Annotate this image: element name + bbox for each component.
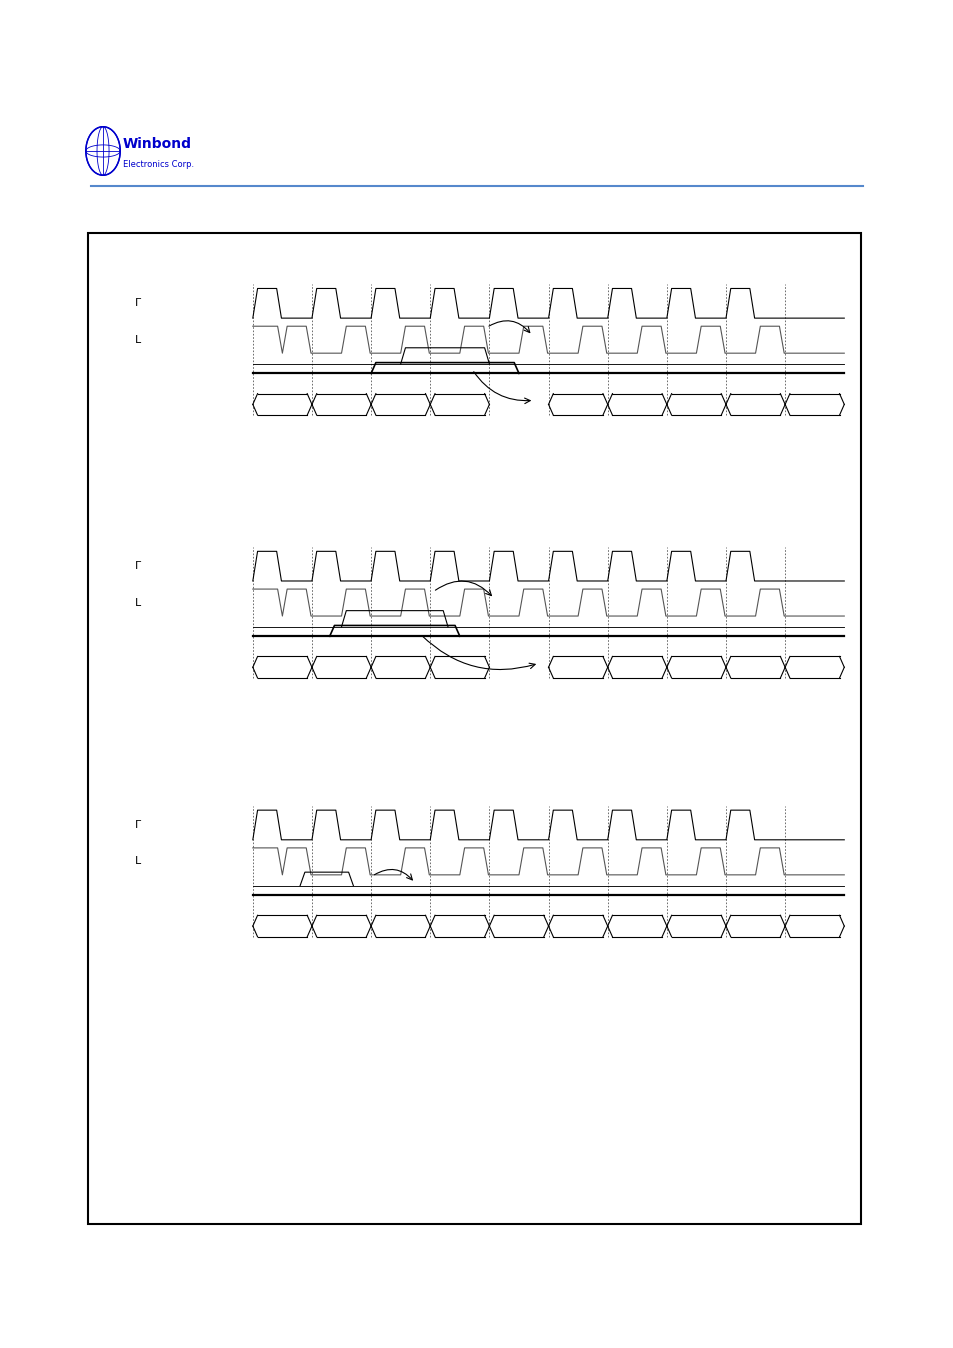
Text: Γ: Γ xyxy=(134,298,141,309)
Text: L: L xyxy=(134,334,141,345)
Text: Γ: Γ xyxy=(134,561,141,572)
Text: Γ: Γ xyxy=(134,820,141,830)
Bar xyxy=(88,233,860,1224)
Text: L: L xyxy=(134,856,141,867)
Text: Winbond: Winbond xyxy=(123,137,192,151)
Text: L: L xyxy=(134,597,141,608)
Text: Electronics Corp.: Electronics Corp. xyxy=(123,160,194,168)
